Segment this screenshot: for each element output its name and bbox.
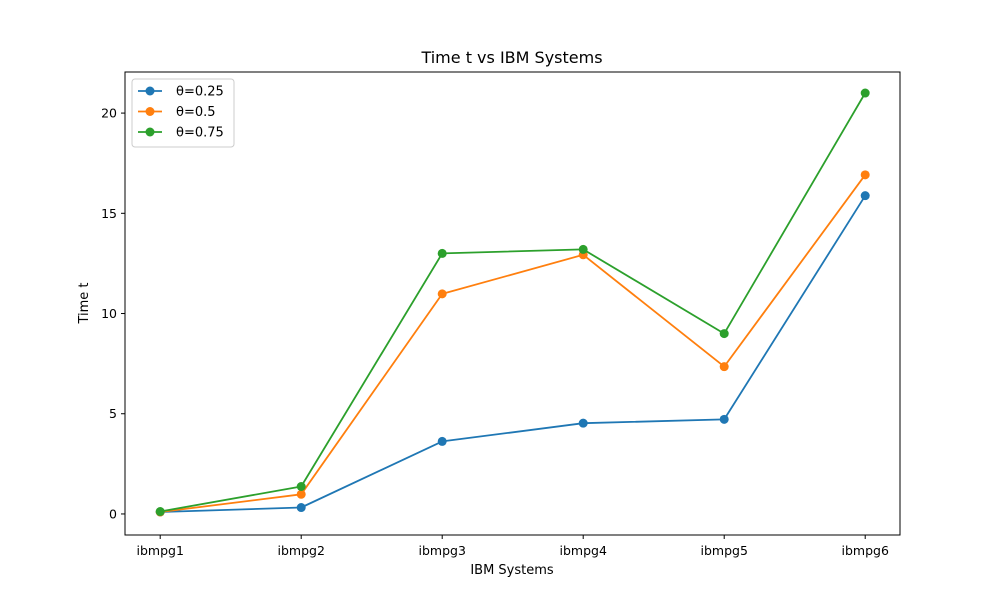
series-layer [155, 88, 870, 517]
legend-label: θ=0.5 [176, 105, 216, 120]
data-point [155, 507, 165, 517]
data-point [437, 289, 447, 299]
y-tick-label: 10 [101, 306, 117, 321]
data-point [437, 436, 447, 446]
data-point [860, 88, 870, 98]
data-point [578, 244, 588, 254]
legend-marker [145, 127, 155, 137]
plot-frame [124, 71, 901, 536]
series-line [160, 195, 866, 513]
y-tick-label: 0 [109, 506, 117, 521]
x-tick-label: ibmpg5 [700, 543, 747, 558]
data-point [860, 170, 870, 180]
legend-marker [145, 86, 155, 96]
y-axis-label: Time t [77, 282, 92, 324]
legend-item: θ=0.5 [138, 105, 216, 120]
x-tick-label: ibmpg4 [559, 543, 606, 558]
data-point [296, 481, 306, 491]
series-3 [155, 88, 870, 517]
legend-label: θ=0.75 [176, 126, 224, 141]
data-point [719, 414, 729, 424]
legend: θ=0.25 θ=0.5 θ=0.75 [131, 78, 235, 148]
legend-label: θ=0.25 [176, 85, 224, 100]
y-tick-label: 20 [101, 106, 117, 121]
legend-item: θ=0.25 [138, 85, 224, 100]
series-2 [155, 170, 870, 517]
series-line [160, 174, 866, 513]
y-tick-label: 5 [109, 406, 117, 421]
data-point [860, 191, 870, 201]
x-tick-label: ibmpg6 [841, 543, 888, 558]
legend-item: θ=0.75 [138, 126, 224, 141]
data-point [578, 418, 588, 428]
x-tick-label: ibmpg2 [277, 543, 324, 558]
y-axis: 0 5 10 15 20 [101, 106, 125, 521]
legend-marker [145, 107, 155, 116]
series-1 [155, 191, 870, 517]
y-tick-label: 15 [101, 206, 117, 221]
data-point [296, 503, 306, 513]
legend-frame [131, 78, 235, 148]
series-line [160, 92, 866, 513]
data-point [437, 248, 447, 258]
x-axis: ibmpg1 ibmpg2 ibmpg3 ibmpg4 ibmpg5 ibmpg6 [136, 535, 889, 558]
data-point [719, 362, 729, 372]
x-tick-label: ibmpg1 [136, 543, 183, 558]
data-point [719, 329, 729, 339]
x-axis-label: IBM Systems [470, 563, 554, 578]
data-point [296, 489, 306, 499]
x-tick-label: ibmpg3 [418, 543, 465, 558]
chart-title: Time t vs IBM Systems [420, 48, 602, 67]
